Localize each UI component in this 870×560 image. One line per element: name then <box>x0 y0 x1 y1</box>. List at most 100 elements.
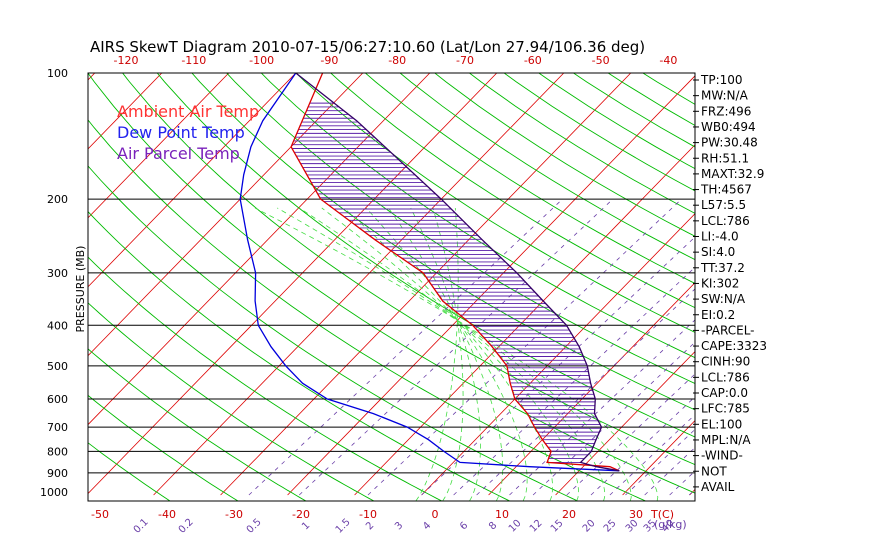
bottom-temp-tick-label: -10 <box>359 508 377 521</box>
top-temp-tick-label: -100 <box>249 54 274 67</box>
index-label: FRZ:496 <box>701 104 751 118</box>
index-label: -WIND- <box>701 449 743 463</box>
pressure-tick-label: 1000 <box>40 486 68 499</box>
bottom-temp-tick-label: -30 <box>225 508 243 521</box>
moist-adiabat-line <box>321 207 579 501</box>
plot-frame <box>87 72 696 502</box>
pressure-tick-label: 700 <box>47 421 68 434</box>
dry-adiabat-line <box>88 256 442 501</box>
sounding-series <box>239 73 620 472</box>
top-temp-tick-label: -50 <box>592 54 610 67</box>
isotherm-line <box>88 73 163 150</box>
dry-adiabat-line <box>88 394 239 501</box>
bottom-temperature-axis: -50 -40 -30 -20 -10 0 10 20 30 <box>91 508 643 521</box>
index-label: LI:-4.0 <box>701 230 739 244</box>
isotherm-line <box>555 351 695 496</box>
pressure-tick-label: 600 <box>47 393 68 406</box>
index-label: CAPE:3323 <box>701 339 767 353</box>
top-temp-tick-label: -60 <box>524 54 542 67</box>
isotherm-line <box>88 73 498 495</box>
dry-adiabat-line <box>88 348 306 501</box>
chart-title: AIRS SkewT Diagram 2010-07-15/06:27:10.6… <box>90 38 645 56</box>
top-temp-tick-label: -70 <box>456 54 474 67</box>
top-temp-tick-label: -120 <box>114 54 139 67</box>
series-ambient-air-temp <box>290 73 620 472</box>
dry-adiabat-line <box>88 211 510 501</box>
dry-adiabat-line <box>88 119 646 501</box>
isotherm-line <box>622 419 695 496</box>
index-label: AVAIL <box>701 480 735 494</box>
pressure-tick-label: 200 <box>47 193 68 206</box>
bottom-temp-tick-label: -50 <box>91 508 109 521</box>
moist-adiabat-line <box>277 207 632 501</box>
moist-adiabat-line <box>299 207 606 501</box>
isotherm-line <box>421 213 695 496</box>
index-label: RH:51.1 <box>701 151 749 165</box>
pressure-tick-label: 800 <box>47 445 68 458</box>
index-label: LCL:786 <box>701 214 750 228</box>
index-label: L57:5.5 <box>701 198 746 212</box>
moist-adiabat-line <box>415 207 459 501</box>
bottom-temp-tick-label: -40 <box>158 508 176 521</box>
legend-entry: Air Parcel Temp <box>117 144 240 163</box>
pressure-tick-label: 100 <box>47 67 68 80</box>
index-label: WB0:494 <box>701 120 756 134</box>
top-temp-tick-label: -90 <box>320 54 338 67</box>
index-label: TH:4567 <box>700 183 752 197</box>
index-label: LCL:786 <box>701 370 750 384</box>
bottom-temp-tick-label: 0 <box>432 508 439 521</box>
isotherm-line <box>287 75 695 496</box>
dry-adiabat-line <box>364 73 695 284</box>
index-label: LFC:785 <box>701 402 750 416</box>
index-label: PW:30.48 <box>701 136 758 150</box>
dry-adiabat-line <box>88 165 578 501</box>
dry-adiabat-line <box>156 73 695 438</box>
index-label: TP:100 <box>700 73 743 87</box>
index-label: CINH:90 <box>701 355 750 369</box>
y-axis-label: PRESSURE (MB) <box>74 246 87 333</box>
dry-adiabat-line <box>88 442 171 501</box>
index-label: NOT <box>701 464 727 478</box>
isobar-lines <box>88 198 695 474</box>
moist-adiabat-line <box>410 207 481 501</box>
series-dew-point-temp <box>239 73 620 472</box>
pressure-tick-label: 900 <box>47 467 68 480</box>
legend-entry: Ambient Air Temp <box>117 102 259 121</box>
bottom-temp-tick-label: 30 <box>629 508 643 521</box>
index-label: SI:4.0 <box>701 245 735 259</box>
bottom-temp-tick-label: 10 <box>495 508 509 521</box>
pressure-tick-label: 400 <box>47 319 68 332</box>
index-label: EI:0.2 <box>701 308 735 322</box>
moist-adiabat-line <box>388 207 504 501</box>
pressure-tick-label: 500 <box>47 360 68 373</box>
index-label: SW:N/A <box>701 292 746 306</box>
dry-adiabat-line <box>122 73 695 466</box>
index-label: MAXT:32.9 <box>701 167 764 181</box>
legend-entry: Dew Point Temp <box>117 123 245 142</box>
index-label: KI:302 <box>701 276 739 290</box>
isotherm-line <box>88 73 431 426</box>
moist-adiabat-line <box>254 207 659 501</box>
index-label: -PARCEL- <box>701 323 755 337</box>
mixing-unit-label: (g/kg) <box>654 518 687 531</box>
top-temperature-axis: -120 -110 -100 -90 -80 -70 -60 -50 -40 <box>114 54 678 67</box>
dry-adiabat-line <box>88 73 695 494</box>
dry-adiabat-line <box>399 73 695 261</box>
isotherm-line <box>220 73 632 496</box>
index-label: CAP:0.0 <box>701 386 748 400</box>
isotherm-line <box>354 144 695 496</box>
isotherm-line <box>88 73 297 288</box>
pressure-axis: 100 200 300 400 500 600 700 800 900 1000 <box>40 67 68 499</box>
top-temp-tick-label: -80 <box>388 54 406 67</box>
index-label: EL:100 <box>701 417 742 431</box>
top-temp-tick-label: -40 <box>659 54 677 67</box>
dry-adiabat-line <box>295 73 695 333</box>
index-label: TT:37.2 <box>700 261 745 275</box>
bottom-temp-tick-label: -20 <box>292 508 310 521</box>
legend: Ambient Air Temp Dew Point Temp Air Parcel… <box>117 102 259 163</box>
pressure-tick-label: 300 <box>47 267 68 280</box>
cape-hatching <box>291 102 601 463</box>
isotherm-line <box>88 73 230 219</box>
